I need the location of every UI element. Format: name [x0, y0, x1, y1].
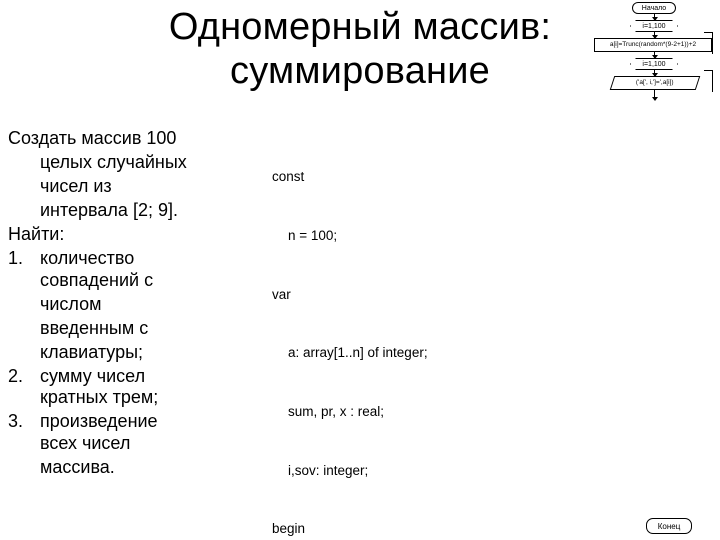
- task-line: введенным с: [8, 318, 258, 340]
- flow-loop-back: [712, 32, 713, 54]
- task-line: интервала [2; 9].: [8, 200, 258, 222]
- flow-assign: a[i]=Trunc(random*(9-2+1))+2: [594, 38, 712, 52]
- list-number: 2.: [8, 366, 40, 388]
- code-listing: const n = 100; var a: array[1..n] of int…: [272, 128, 710, 540]
- list-number: 1.: [8, 248, 40, 270]
- title-line-1: Одномерный массив:: [169, 6, 551, 48]
- flow-loop-2: i=1,100: [636, 58, 672, 70]
- task-line: числом: [8, 294, 258, 316]
- task-line: целых случайных: [8, 152, 258, 174]
- task-line: кратных трем;: [8, 387, 258, 409]
- flow-arrow: [654, 90, 655, 100]
- list-text: сумму чисел: [40, 366, 258, 388]
- task-line: чисел из: [8, 176, 258, 198]
- code-line: var: [272, 285, 710, 305]
- flowchart: Начало i=1,100 a[i]=Trunc(random*(9-2+1)…: [592, 2, 714, 138]
- task-text: Создать массив 100 целых случайных чисел…: [8, 128, 258, 481]
- task-line: массива.: [8, 457, 258, 479]
- flow-output: ('a[', i,']=',a[i]): [610, 76, 701, 90]
- flow-loop-back: [704, 32, 712, 33]
- list-text: произведение: [40, 411, 258, 433]
- task-line: совпадений с: [8, 270, 258, 292]
- flow-end: Конец: [646, 518, 692, 534]
- flow-start: Начало: [632, 2, 676, 14]
- task-item-3: 3. произведение: [8, 411, 258, 433]
- task-line: всех чисел: [8, 433, 258, 455]
- flow-loop-1: i=1,100: [636, 20, 672, 32]
- task-item-2: 2. сумму чисел: [8, 366, 258, 388]
- title-line-2: суммирование: [230, 50, 490, 92]
- task-line: клавиатуры;: [8, 342, 258, 364]
- list-number: 3.: [8, 411, 40, 433]
- list-text: количество: [40, 248, 258, 270]
- slide: Одномерный массив: суммирование Начало i…: [0, 0, 720, 540]
- task-item-1: 1. количество: [8, 248, 258, 270]
- code-line: n = 100;: [272, 226, 710, 246]
- code-line: begin: [272, 519, 710, 539]
- task-line: Создать массив 100: [8, 128, 258, 150]
- task-line: Найти:: [8, 224, 258, 246]
- flow-loop-back: [704, 70, 712, 71]
- flow-loop-back: [712, 70, 713, 92]
- code-line: sum, pr, x : real;: [272, 402, 710, 422]
- code-line: a: array[1..n] of integer;: [272, 343, 710, 363]
- code-line: i,sov: integer;: [272, 461, 710, 481]
- code-line: const: [272, 167, 710, 187]
